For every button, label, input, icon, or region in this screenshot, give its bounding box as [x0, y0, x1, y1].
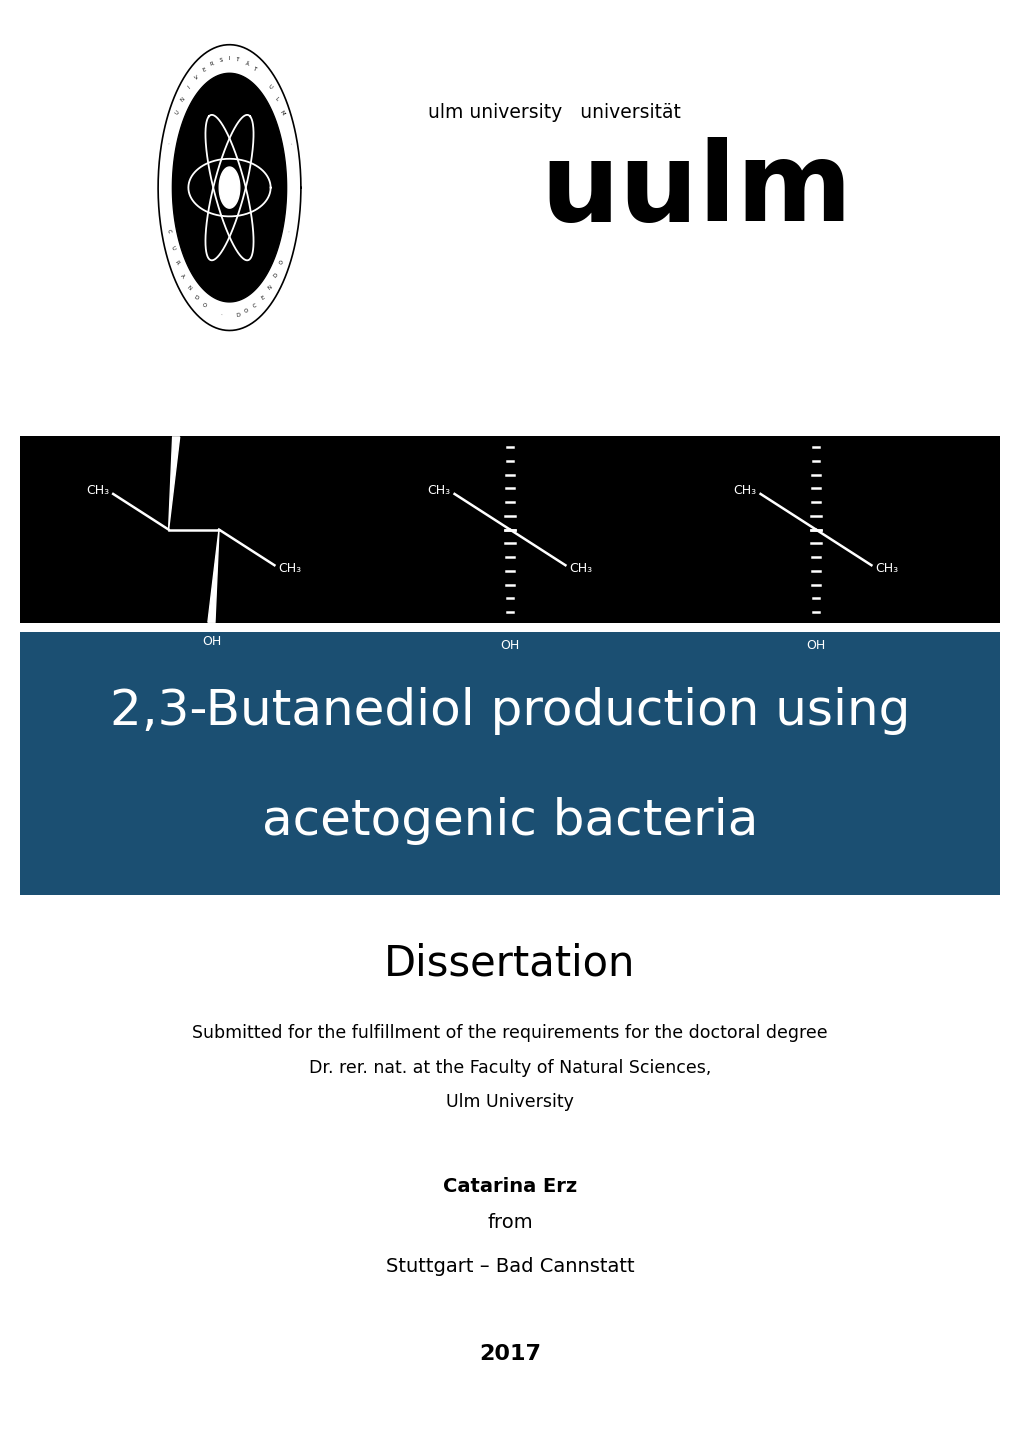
Text: Dr. rer. nat. at the Faculty of Natural Sciences,: Dr. rer. nat. at the Faculty of Natural …: [309, 1059, 710, 1076]
Text: OH: OH: [806, 407, 824, 420]
Text: OH: OH: [166, 411, 185, 424]
Text: Submitted for the fulfillment of the requirements for the doctoral degree: Submitted for the fulfillment of the req…: [192, 1025, 827, 1042]
Text: T: T: [236, 58, 239, 63]
Text: CH₃: CH₃: [733, 483, 756, 496]
Text: Ä: Ä: [245, 61, 249, 66]
Polygon shape: [168, 437, 179, 530]
Text: U: U: [174, 110, 180, 115]
Text: I: I: [228, 56, 230, 62]
Text: uulm: uulm: [540, 137, 852, 244]
Text: L: L: [273, 97, 279, 102]
Text: Ulm University: Ulm University: [445, 1094, 574, 1111]
Text: O: O: [244, 309, 249, 315]
Text: 2,3-Butanediol production using: 2,3-Butanediol production using: [110, 687, 909, 734]
Text: Catarina Erz: Catarina Erz: [442, 1176, 577, 1196]
Text: OH: OH: [500, 407, 519, 420]
Text: E: E: [260, 294, 265, 300]
Bar: [20, 436, 999, 623]
Text: 2017: 2017: [479, 1343, 540, 1364]
Text: R: R: [210, 61, 214, 66]
Text: CH₃: CH₃: [86, 483, 109, 496]
Text: ·: ·: [287, 229, 292, 234]
Text: ·: ·: [219, 313, 222, 317]
Text: V: V: [194, 75, 199, 81]
Polygon shape: [172, 74, 286, 302]
Text: OH: OH: [806, 639, 824, 652]
Text: CH₃: CH₃: [278, 563, 302, 576]
Text: U: U: [169, 245, 175, 251]
Text: O: O: [201, 303, 207, 309]
Text: N: N: [179, 97, 185, 102]
Text: N: N: [267, 284, 273, 291]
Text: C: C: [252, 303, 258, 309]
Polygon shape: [219, 167, 239, 208]
Polygon shape: [208, 530, 219, 622]
Text: OH: OH: [202, 635, 221, 648]
Text: D: D: [235, 312, 240, 317]
Text: Dissertation: Dissertation: [384, 942, 635, 986]
Bar: [20, 632, 999, 895]
Text: ulm university   universität: ulm university universität: [428, 102, 681, 123]
Text: CH₃: CH₃: [427, 483, 450, 496]
Text: acetogenic bacteria: acetogenic bacteria: [262, 797, 757, 846]
Text: M: M: [278, 110, 285, 115]
Text: D: D: [273, 273, 279, 278]
Text: U: U: [267, 84, 273, 91]
Text: CH₃: CH₃: [874, 563, 898, 576]
Text: ·: ·: [166, 141, 171, 146]
Text: R: R: [174, 260, 180, 266]
Text: ·: ·: [287, 141, 292, 146]
Text: N: N: [185, 284, 192, 291]
Text: CH₃: CH₃: [569, 563, 592, 576]
Text: E: E: [202, 66, 206, 72]
Text: O: O: [278, 260, 284, 266]
Text: A: A: [179, 273, 185, 278]
Text: S: S: [219, 58, 222, 63]
Text: OH: OH: [500, 639, 519, 652]
Text: C: C: [166, 229, 172, 234]
Text: D: D: [194, 294, 199, 302]
Text: Stuttgart – Bad Cannstatt: Stuttgart – Bad Cannstatt: [385, 1257, 634, 1277]
Text: T: T: [253, 66, 257, 72]
Text: from: from: [487, 1212, 532, 1232]
Text: I: I: [186, 85, 192, 89]
